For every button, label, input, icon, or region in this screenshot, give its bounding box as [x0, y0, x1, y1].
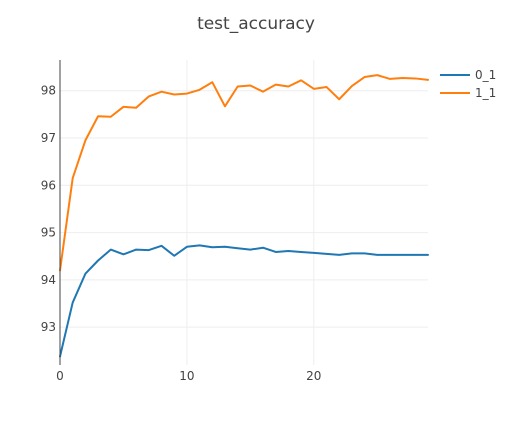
data-point	[72, 178, 73, 179]
data-point	[161, 245, 162, 246]
data-point	[237, 248, 238, 249]
y-tick-label: 94	[41, 273, 56, 287]
data-point	[72, 302, 73, 303]
data-point	[224, 106, 225, 107]
data-point	[326, 86, 327, 87]
data-point	[123, 106, 124, 107]
data-point	[288, 86, 289, 87]
data-point	[364, 77, 365, 78]
data-point	[428, 79, 429, 80]
data-point	[85, 273, 86, 274]
data-point	[250, 249, 251, 250]
x-tick-label: 10	[179, 369, 194, 383]
data-point	[339, 254, 340, 255]
data-point	[351, 253, 352, 254]
series-1_1[interactable]	[60, 75, 429, 271]
legend[interactable]: 0_11_1	[440, 68, 496, 100]
data-point	[351, 86, 352, 87]
data-point	[98, 116, 99, 117]
y-tick-label: 95	[41, 226, 56, 240]
data-point	[212, 247, 213, 248]
y-tick-label: 98	[41, 84, 56, 98]
legend-label: 1_1	[475, 86, 496, 100]
grid	[60, 60, 428, 365]
data-point	[415, 254, 416, 255]
data-point	[275, 251, 276, 252]
data-point	[313, 88, 314, 89]
data-point	[263, 247, 264, 248]
data-point	[148, 250, 149, 251]
plot-area	[60, 75, 429, 357]
data-point	[148, 96, 149, 97]
series-line[interactable]	[60, 75, 428, 270]
data-point	[389, 254, 390, 255]
legend-item[interactable]: 0_1	[440, 68, 496, 82]
data-point	[339, 99, 340, 100]
data-point	[212, 82, 213, 83]
data-point	[263, 91, 264, 92]
axes: 93 94 95 96 97 98 0 10 20	[41, 60, 322, 383]
data-point	[174, 94, 175, 95]
data-point	[301, 251, 302, 252]
data-point	[415, 78, 416, 79]
data-point	[237, 86, 238, 87]
data-point	[428, 254, 429, 255]
data-point	[364, 253, 365, 254]
series-line[interactable]	[60, 245, 428, 356]
data-point	[186, 93, 187, 94]
data-point	[136, 249, 137, 250]
data-point	[110, 116, 111, 117]
data-point	[186, 246, 187, 247]
data-point	[313, 252, 314, 253]
data-point	[224, 246, 225, 247]
data-point	[85, 140, 86, 141]
data-point	[377, 75, 378, 76]
x-tick-label: 0	[56, 369, 64, 383]
data-point	[402, 77, 403, 78]
data-point	[326, 253, 327, 254]
data-point	[161, 91, 162, 92]
x-tick-label: 20	[306, 369, 321, 383]
data-point	[110, 249, 111, 250]
data-point	[136, 107, 137, 108]
data-point	[123, 254, 124, 255]
data-point	[199, 89, 200, 90]
data-point	[288, 251, 289, 252]
data-point	[98, 260, 99, 261]
data-point	[301, 80, 302, 81]
data-point	[389, 78, 390, 79]
data-point	[275, 84, 276, 85]
y-tick-label: 93	[41, 320, 56, 334]
data-point	[377, 254, 378, 255]
data-point	[174, 255, 175, 256]
chart-title: test_accuracy	[197, 14, 315, 34]
legend-label: 0_1	[475, 68, 496, 82]
legend-item[interactable]: 1_1	[440, 86, 496, 100]
data-point	[250, 85, 251, 86]
y-tick-label: 96	[41, 178, 56, 192]
series-0_1[interactable]	[60, 245, 429, 357]
y-tick-label: 97	[41, 131, 56, 145]
data-point	[402, 254, 403, 255]
data-point	[199, 245, 200, 246]
